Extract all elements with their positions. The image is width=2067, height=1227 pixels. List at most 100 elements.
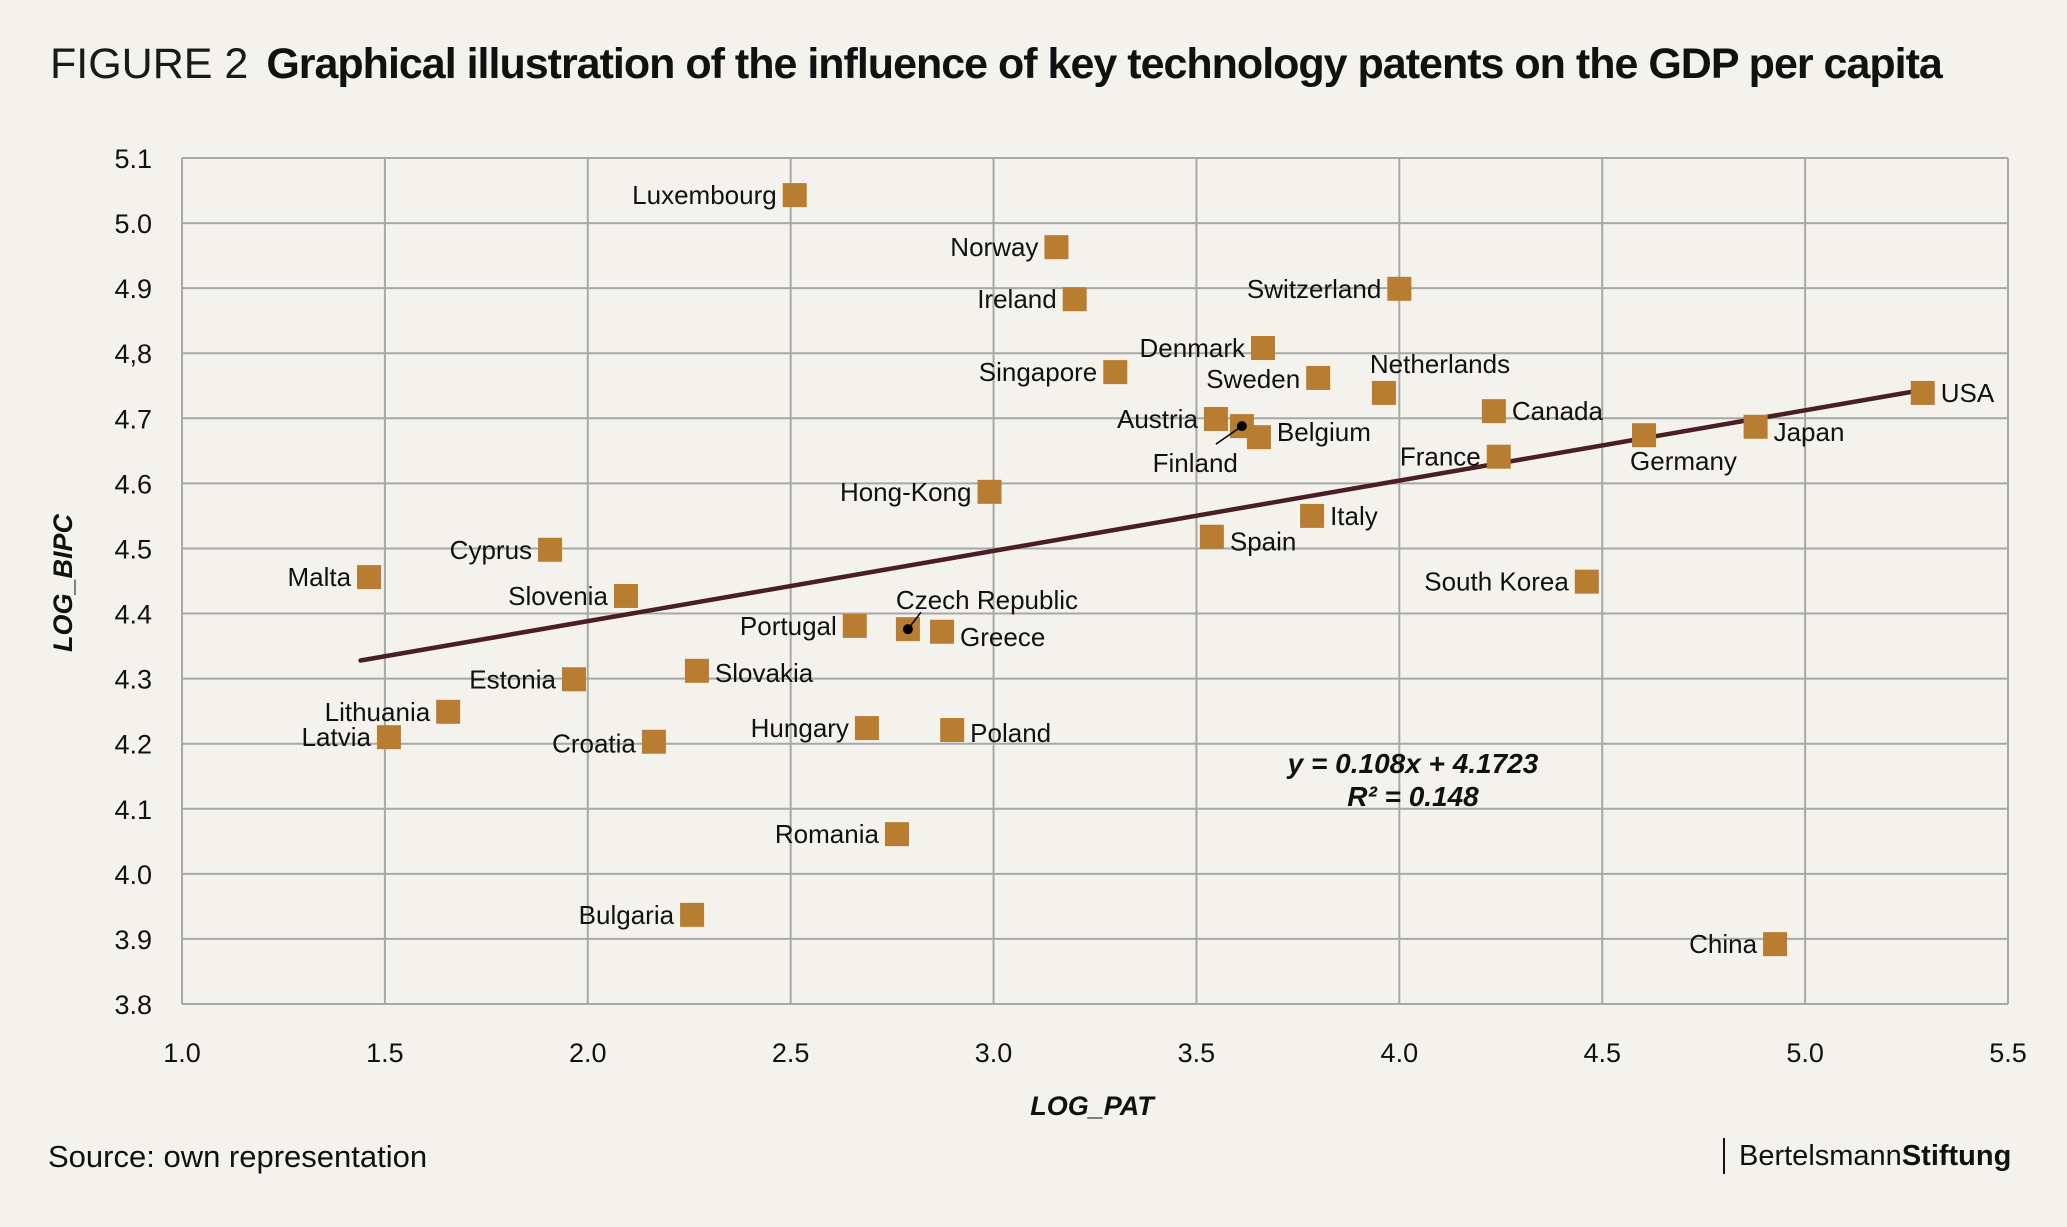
y-tick-label: 4.4 [114, 600, 152, 630]
data-point: China [1689, 929, 1788, 959]
point-label: Italy [1330, 501, 1378, 531]
point-marker [613, 583, 638, 608]
x-tick-label: 5.0 [1786, 1038, 1824, 1068]
point-marker [1632, 423, 1657, 448]
y-tick-label: 4.1 [114, 795, 152, 825]
data-point: Canada [1481, 396, 1604, 426]
x-axis-label: LOG_PAT [1030, 1091, 1156, 1121]
y-tick-label: 4.3 [114, 665, 152, 695]
grid-lines [181, 157, 2009, 1005]
point-label: Slovakia [715, 658, 814, 688]
leader-line [1215, 425, 1243, 445]
data-point: Germany [1630, 423, 1737, 476]
data-point: Hungary [751, 713, 879, 743]
y-tick-label: 3.9 [114, 925, 152, 955]
point-label: China [1689, 929, 1757, 959]
point-marker [1250, 336, 1275, 361]
data-point: Austria [1117, 404, 1228, 434]
data-point: Singapore [979, 357, 1128, 387]
data-point: Finland [1153, 414, 1254, 478]
data-point: Netherlands [1370, 349, 1510, 405]
point-label: USA [1941, 378, 1995, 408]
data-point: Cyprus [450, 535, 563, 565]
data-point: Romania [775, 819, 909, 849]
point-marker [1062, 287, 1087, 312]
x-tick-label: 1.0 [163, 1038, 201, 1068]
data-point: Croatia [552, 729, 666, 759]
point-label: Norway [950, 232, 1038, 262]
trendline-r-squared: R² = 0.148 [1347, 781, 1479, 812]
point-label: Canada [1512, 396, 1604, 426]
point-marker [884, 822, 909, 847]
y-tick-label: 4.2 [114, 730, 152, 760]
point-marker [1300, 503, 1325, 528]
x-tick-label: 2.0 [569, 1038, 607, 1068]
data-point: Japan [1743, 414, 1844, 447]
trendline-equation: y = 0.108x + 4.1723 [1286, 748, 1539, 779]
y-tick-label: 5.0 [114, 209, 152, 239]
figure-title: FIGURE 2 Graphical illustration of the in… [50, 40, 1943, 89]
data-point: Poland [940, 718, 1051, 748]
trendline [358, 387, 1926, 663]
data-point: Lithuania [325, 697, 461, 727]
y-tick-label: 3.8 [114, 990, 152, 1020]
point-marker [1203, 406, 1228, 431]
point-label: Czech Republic [896, 585, 1078, 615]
point-label: Croatia [552, 729, 636, 759]
point-marker [854, 716, 879, 741]
x-axis-ticks: 1.0 1.5 2.0 2.5 3.0 3.5 4.0 4.5 5.0 5.5 [163, 1038, 2027, 1068]
data-point: Latvia [302, 722, 401, 752]
point-label: Romania [775, 819, 880, 849]
data-point: Ireland [977, 284, 1087, 314]
data-point: Bulgaria [579, 900, 705, 930]
figure-heading: Graphical illustration of the influence … [266, 40, 1942, 88]
data-point: Luxembourg [632, 180, 807, 210]
point-label: Denmark [1140, 333, 1246, 363]
y-axis-label: LOG_BIPC [48, 513, 78, 652]
point-marker [1763, 932, 1788, 957]
point-marker [1743, 414, 1768, 439]
leader-line [907, 611, 922, 630]
point-marker [782, 183, 807, 208]
point-marker [940, 718, 965, 743]
data-point: Slovakia [684, 658, 814, 688]
data-point: Belgium [1246, 417, 1371, 450]
point-marker [561, 667, 586, 692]
point-label: Netherlands [1370, 349, 1510, 379]
point-marker [680, 902, 705, 927]
point-marker [1387, 276, 1412, 301]
x-tick-label: 5.5 [1989, 1038, 2027, 1068]
point-label: Greece [960, 622, 1045, 652]
y-tick-label: 4.9 [114, 274, 152, 304]
x-tick-label: 4.0 [1381, 1038, 1419, 1068]
point-marker [1371, 380, 1396, 405]
point-label: Spain [1230, 527, 1297, 557]
point-marker [436, 699, 461, 724]
point-marker [357, 565, 382, 590]
point-marker [842, 613, 867, 638]
point-label: Portugal [740, 611, 837, 641]
point-marker [930, 619, 955, 644]
trendline-group [358, 387, 1926, 663]
y-tick-label: 4.6 [114, 469, 152, 499]
data-point: Spain [1199, 524, 1297, 557]
data-point: Czech Republic [895, 585, 1078, 642]
data-point: Denmark [1140, 333, 1275, 363]
point-marker [1199, 524, 1224, 549]
data-point: Greece [930, 619, 1045, 652]
point-label: France [1400, 442, 1481, 472]
source-note: Source: own representation [48, 1139, 428, 1174]
figure-number: FIGURE 2 [50, 40, 249, 88]
point-label: Austria [1117, 404, 1198, 434]
data-point: Slovenia [508, 581, 638, 611]
point-label: Finland [1153, 448, 1238, 478]
point-marker [684, 658, 709, 683]
point-label: Poland [970, 718, 1051, 748]
y-tick-label: 4,8 [114, 339, 152, 369]
point-marker [376, 725, 401, 750]
x-tick-label: 4.5 [1583, 1038, 1621, 1068]
brand-name-regular: Bertelsmann [1739, 1140, 1902, 1172]
data-point: Portugal [740, 611, 867, 641]
data-point: Switzerland [1247, 274, 1412, 304]
